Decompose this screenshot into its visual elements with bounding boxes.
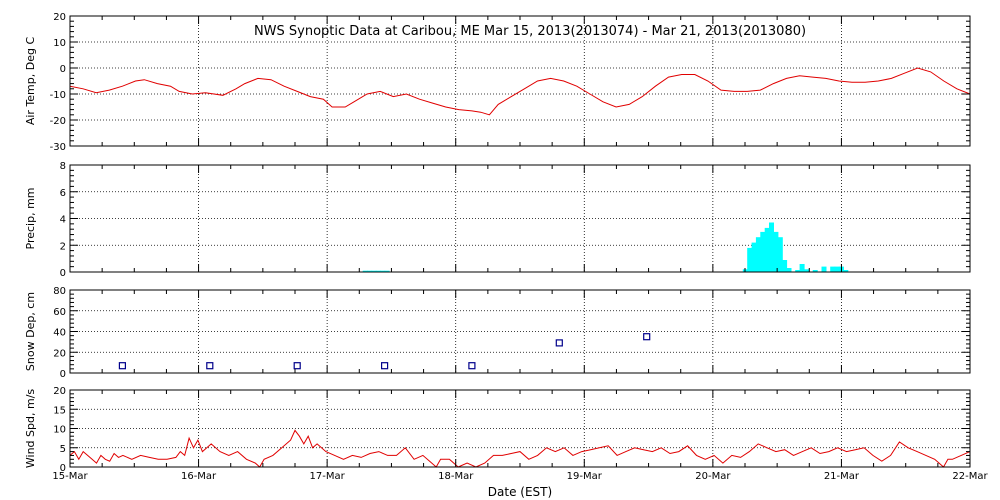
x-tick-label: 17-Mar [310, 471, 346, 482]
precip-bar [795, 270, 801, 272]
y-tick-label: -20 [50, 116, 66, 127]
precip-bar [773, 231, 779, 272]
y-tick-label: 20 [53, 386, 66, 397]
panel-3: 0 20 40 60 80 Snow Dep, cm [24, 286, 971, 380]
precip-bar [380, 270, 386, 272]
y-tick-label: 10 [53, 38, 66, 49]
precip-bar [747, 247, 753, 272]
precip-bar [834, 266, 840, 272]
snow-depth-marker [381, 362, 389, 370]
precip-bar [799, 264, 805, 272]
snow-depth-marker [468, 362, 476, 370]
precip-bar [764, 227, 770, 272]
y-tick-label: 5 [60, 444, 66, 455]
x-tick-label: 19-Mar [567, 471, 603, 482]
y-tick-label: 15 [53, 405, 66, 416]
y-tick-label: 0 [60, 369, 66, 380]
chart-title: NWS Synoptic Data at Caribou, ME Mar 15,… [254, 24, 806, 39]
y-axis-label: Air Temp, Deg C [24, 37, 37, 126]
precip-bar [751, 242, 757, 272]
x-tick-label: 22-Mar [952, 471, 988, 482]
snow-depth-marker [206, 362, 214, 370]
precip-bar [812, 270, 818, 272]
y-tick-label: -10 [50, 90, 66, 101]
x-tick-label: 20-Mar [695, 471, 731, 482]
snow-depth-marker [643, 333, 651, 341]
y-tick-label: 0 [60, 463, 66, 474]
x-tick-label: 15-Mar [52, 471, 88, 482]
y-tick-label: 0 [60, 64, 66, 75]
panel-4: 0 5 10 15 20 Wind Spd, m/s [24, 386, 971, 474]
precip-bar [777, 237, 783, 272]
precip-bar [786, 268, 792, 272]
y-tick-label: 2 [60, 241, 66, 252]
y-axis-label: Precip, mm [24, 188, 37, 250]
precip-bar [821, 266, 827, 272]
x-tick-label: 18-Mar [438, 471, 474, 482]
precip-bar [362, 270, 368, 272]
series-line [69, 429, 971, 468]
x-axis-label: Date (EST) [488, 485, 552, 499]
y-tick-label: 80 [53, 286, 66, 297]
y-tick-label: 40 [53, 328, 66, 339]
series-line [69, 67, 971, 116]
precip-bar [830, 266, 836, 272]
precip-bar [371, 270, 377, 272]
precip-bar [367, 270, 373, 272]
y-tick-label: 8 [60, 161, 66, 172]
panel-1: -30 -20 -10 0 10 20 Air Temp, Deg C [24, 12, 971, 153]
precip-bar [769, 222, 774, 272]
precip-bar [760, 231, 766, 272]
panel-2: 0 2 4 6 8 Precip, mm [24, 161, 971, 279]
precip-bar [375, 270, 381, 272]
y-tick-label: 4 [60, 215, 66, 226]
x-tick-label: 16-Mar [181, 471, 217, 482]
precip-bar [384, 270, 390, 272]
precip-bar [804, 269, 809, 272]
y-tick-label: 20 [53, 348, 66, 359]
y-tick-label: -30 [50, 142, 66, 153]
precip-bar [782, 260, 788, 272]
y-axis-label: Snow Dep, cm [24, 292, 37, 371]
y-tick-label: 10 [53, 425, 66, 436]
precip-bar [843, 270, 849, 272]
snow-depth-marker [293, 362, 301, 370]
snow-depth-marker [118, 362, 127, 370]
y-tick-label: 60 [53, 307, 66, 318]
x-tick-label: 21-Mar [824, 471, 860, 482]
y-axis-label: Wind Spd, m/s [24, 389, 37, 469]
y-tick-label: 20 [53, 12, 66, 23]
y-tick-label: 0 [60, 268, 66, 279]
snow-depth-marker [555, 339, 563, 347]
panels-layer: -30 -20 -10 0 10 20 Air Temp, Deg C 0 2 4 6 8 Precip… [24, 12, 988, 482]
y-tick-label: 6 [60, 188, 66, 199]
precip-bar [755, 237, 761, 272]
